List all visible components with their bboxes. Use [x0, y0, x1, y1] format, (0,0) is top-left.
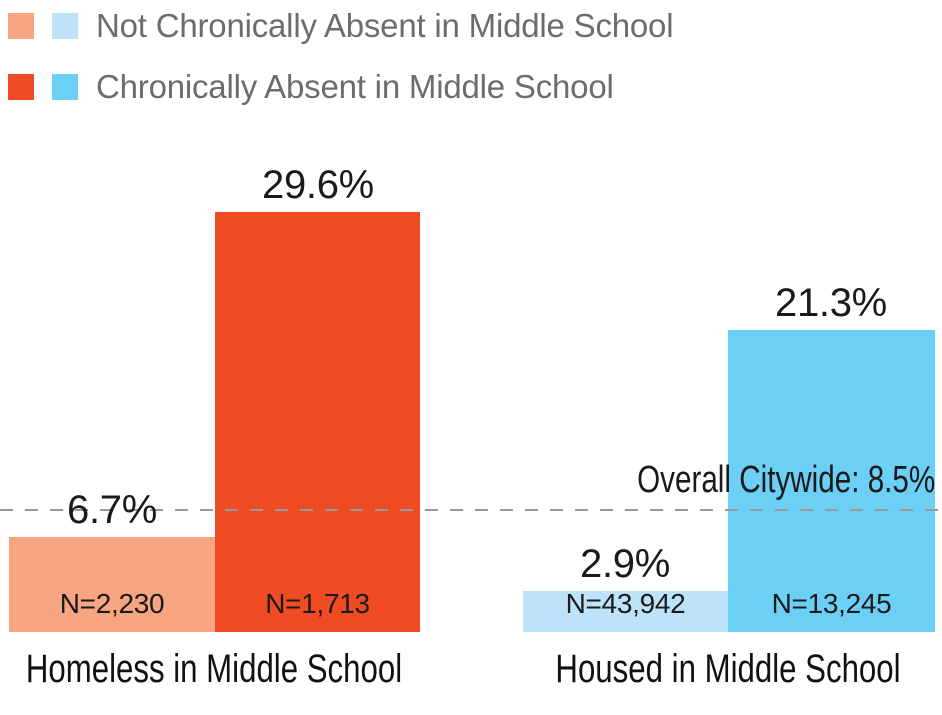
n-count-homeless-chronically-absent: N=1,713: [265, 588, 370, 619]
value-label-homeless-chronically-absent: 29.6%: [262, 162, 374, 207]
citywide-reference-dashed-line: [0, 509, 942, 512]
group-label-homeless: Homeless in Middle School: [25, 647, 403, 691]
bar-homeless-not-chronically-absent: N=2,230: [9, 536, 215, 632]
legend-item-not-chronically-absent: Not Chronically Absent in Middle School: [8, 7, 674, 44]
legend: Not Chronically Absent in Middle School …: [8, 7, 674, 135]
legend-swatch-sky-blue: [52, 74, 78, 100]
value-label-housed-chronically-absent: 21.3%: [775, 280, 887, 325]
group-label-housed: Housed in Middle School: [555, 647, 901, 691]
bar-housed-not-chronically-absent: N=43,942: [523, 588, 728, 632]
n-count-homeless-not-chronically-absent: N=2,230: [59, 588, 165, 619]
bar-homeless-chronically-absent: N=1,713: [215, 211, 420, 632]
citywide-reference-label: Overall Citywide: 8.5%: [636, 459, 935, 502]
n-count-housed-chronically-absent: N=13,245: [771, 588, 892, 619]
n-count-housed-not-chronically-absent: N=43,942: [565, 588, 686, 619]
value-label-housed-not-chronically-absent: 2.9%: [580, 541, 670, 586]
legend-swatch-light-blue: [52, 13, 78, 39]
legend-swatch-red: [8, 74, 34, 100]
legend-swatch-salmon: [8, 13, 34, 39]
legend-item-chronically-absent: Chronically Absent in Middle School: [8, 68, 673, 105]
value-label-homeless-not-chronically-absent: 6.7%: [67, 487, 157, 532]
legend-label-not-chronically-absent: Not Chronically Absent in Middle School: [96, 7, 674, 44]
legend-label-chronically-absent: Chronically Absent in Middle School: [96, 68, 614, 105]
bar-housed-chronically-absent: N=13,245: [728, 329, 935, 632]
